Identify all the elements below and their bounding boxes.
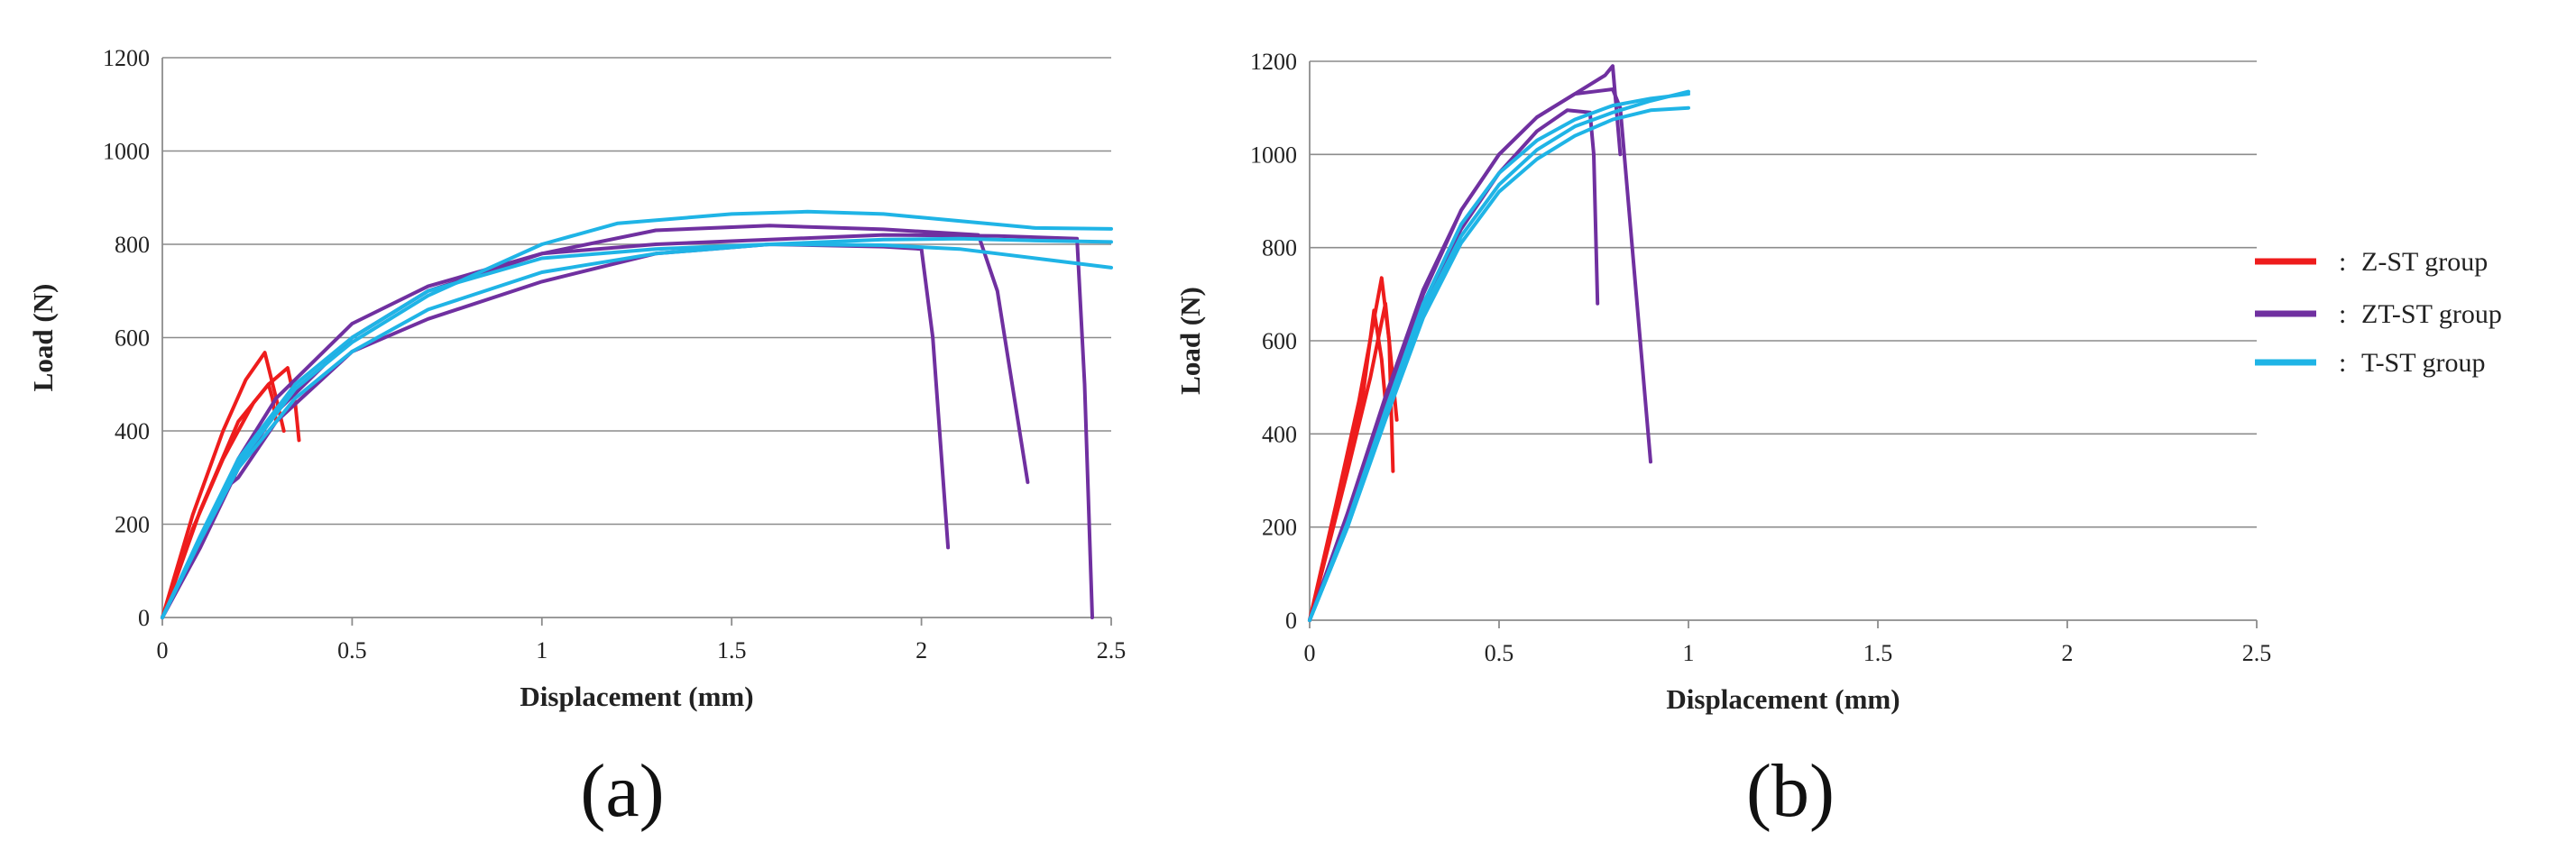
panel-b-ytick-label: 1000 <box>1250 142 1297 168</box>
panel-a-xtick-label: 2 <box>915 637 927 663</box>
panel-a-series-z-st-3 <box>161 382 279 619</box>
panel-a-ytick-label: 0 <box>138 605 150 631</box>
panel-b-ytick-label: 200 <box>1262 515 1297 541</box>
legend-separator: : <box>2339 299 2346 329</box>
panel-a-ytick-label: 400 <box>115 418 150 444</box>
panel-a-series-t-st-9 <box>161 242 1113 619</box>
panel-b-y-axis-title: Load (N) <box>1174 287 1206 395</box>
panel-a-ytick-label: 1000 <box>103 139 150 165</box>
panel-a-x-axis-title: Displacement (mm) <box>520 681 753 712</box>
panel-b-xtick-label: 0 <box>1304 640 1316 666</box>
panel-b-xtick-label: 2 <box>2062 640 2074 666</box>
panel-a-ytick-label: 600 <box>115 325 150 352</box>
panel-a-xtick-label: 0 <box>157 637 169 663</box>
panel-a-series-zt-st-4 <box>161 224 1030 619</box>
legend-separator: : <box>2339 247 2346 277</box>
panel-a-ytick-label: 1200 <box>103 45 150 71</box>
panel-b-xtick-label: 1.5 <box>1863 640 1893 666</box>
legend: : Z-ST group: ZT-ST group: T-ST group <box>2255 247 2502 378</box>
panel-b-ytick-label: 600 <box>1262 328 1297 354</box>
legend-label-z-st: Z-ST group <box>2361 247 2488 277</box>
panel-a-y-axis-title: Load (N) <box>27 284 59 392</box>
panel-a-series-t-st-7 <box>161 209 1113 619</box>
legend-label-zt-st: ZT-ST group <box>2361 299 2502 329</box>
panel-b-xtick-label: 2.5 <box>2242 640 2272 666</box>
panel-b-ytick-label: 400 <box>1262 421 1297 447</box>
panel-b-series-zt-st-6 <box>1308 87 1652 622</box>
panel-a-xtick-label: 1 <box>536 637 547 663</box>
panel-b-ytick-label: 0 <box>1285 608 1297 634</box>
panel-b-xtick-label: 1 <box>1683 640 1695 666</box>
panel-b-xtick-label: 0.5 <box>1485 640 1514 666</box>
panel-b-series-zt-st-4 <box>1308 64 1623 622</box>
chart-panel-a: 0 200 400 600 800 1000 1200 0 0.5 1 1.5 2 2.5 Displac… <box>27 45 1126 712</box>
panel-b-series-zt-st-5 <box>1308 108 1600 622</box>
panel-a-series-t-st-8 <box>161 236 1113 619</box>
panel-a-ytick-label: 800 <box>115 232 150 258</box>
panel-a-label: (a) <box>580 749 664 833</box>
panel-b-ytick-label: 1200 <box>1250 49 1297 75</box>
panel-a-ytick-label: 200 <box>115 512 150 538</box>
panel-b-x-axis-title: Displacement (mm) <box>1666 683 1900 715</box>
panel-b-label: (b) <box>1746 749 1835 833</box>
panel-b-series-t-st-9 <box>1308 89 1690 622</box>
legend-separator: : <box>2339 348 2346 378</box>
panel-b-series-z-st-3 <box>1308 301 1395 622</box>
legend-label-t-st: T-ST group <box>2361 348 2486 378</box>
panel-a-xtick-label: 2.5 <box>1097 637 1127 663</box>
chart-panel-b: 0 200 400 600 800 1000 1200 0 0.5 1 1.5 2 2.5 Displac… <box>1174 49 2271 715</box>
panel-a-series-zt-st-6 <box>161 233 1094 619</box>
panel-a-xtick-label: 0.5 <box>337 637 367 663</box>
panel-a-xtick-label: 1.5 <box>717 637 747 663</box>
panel-b-ytick-label: 800 <box>1262 235 1297 261</box>
